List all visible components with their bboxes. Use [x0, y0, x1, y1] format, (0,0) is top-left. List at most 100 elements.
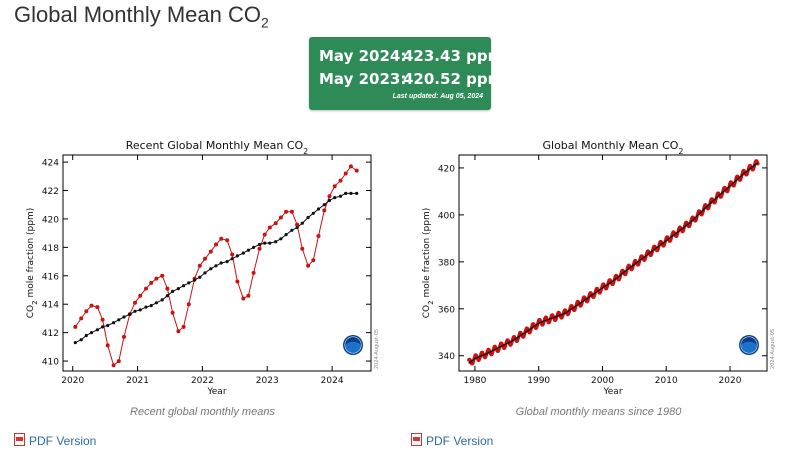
caption-longterm: Global monthly means since 1980: [515, 406, 682, 418]
monthly-mean-point: [149, 280, 154, 285]
x-tick-label: 2020: [719, 376, 742, 386]
y-tick-label: 416: [42, 272, 59, 282]
y-tick-label: 380: [438, 258, 455, 268]
monthly-mean-point: [95, 305, 100, 310]
pdf-link-recent[interactable]: PDF Version: [14, 433, 96, 448]
monthly-mean-point: [122, 334, 126, 339]
plot-area: [467, 159, 760, 366]
trend-point: [165, 294, 169, 298]
monthly-mean-point: [73, 324, 78, 329]
x-tick-label: 2021: [126, 376, 149, 386]
trend-point: [349, 191, 353, 195]
trend-point: [122, 315, 126, 319]
noaa-logo-top: [741, 337, 757, 345]
trend-point: [295, 225, 299, 230]
x-axis-label: Year: [206, 387, 226, 397]
stat-value-current: 423.43 ppm: [403, 47, 504, 65]
y-tick-label: 418: [42, 244, 59, 254]
x-tick-label: 2022: [191, 376, 214, 386]
monthly-mean-point: [105, 343, 110, 348]
trend-point: [252, 245, 256, 249]
chart-title-subscript: 2: [678, 147, 683, 156]
x-tick-label: 2020: [61, 376, 84, 386]
y-tick-label: 360: [438, 305, 455, 315]
monthly-mean-point: [230, 252, 235, 257]
trend-point: [79, 338, 83, 342]
monthly-mean-point: [332, 184, 337, 189]
monthly-mean-point: [262, 232, 267, 237]
pdf-link-label: PDF Version: [29, 434, 97, 448]
trend-point: [322, 203, 326, 207]
monthly-mean-point: [322, 208, 327, 213]
trend-point: [138, 308, 142, 312]
trend-point: [225, 260, 229, 264]
date-watermark: 2024-August-05: [770, 329, 776, 369]
trend-point: [214, 264, 218, 268]
monthly-mean-point: [176, 329, 181, 334]
plot-frame: [458, 154, 768, 372]
monthly-mean-point: [267, 225, 272, 230]
trend-point: [327, 198, 332, 203]
trend-point: [187, 281, 191, 285]
chart-title: Recent Global Monthly Mean CO2: [126, 139, 309, 156]
x-axis-label: Year: [602, 387, 622, 397]
monthly-mean-point: [89, 303, 94, 308]
monthly-mean-point: [246, 293, 251, 298]
trend-point: [176, 287, 180, 291]
x-tick-label: 2024: [321, 376, 344, 386]
trend-point: [235, 254, 239, 258]
trend-point: [198, 275, 202, 279]
noaa-logo-wave: [741, 342, 757, 353]
monthly-mean-point: [203, 256, 207, 261]
recent-co2-chart-svg: Recent Global Monthly Mean CO2 410 412 414 4…: [26, 139, 380, 397]
trend-point: [106, 323, 110, 328]
pdf-link-longterm[interactable]: PDF Version: [411, 433, 493, 448]
monthly-mean-point: [84, 309, 89, 314]
y-tick-label: 424: [42, 159, 59, 169]
monthly-mean-point: [251, 270, 256, 275]
trend-point: [128, 312, 132, 316]
trend-point: [117, 318, 121, 322]
trend-point: [171, 289, 175, 293]
y-axis-label: CO2 mole fraction (ppm): [422, 208, 435, 319]
trend-point: [263, 241, 267, 245]
monthly-mean-point: [208, 249, 213, 254]
monthly-mean-point: [289, 209, 294, 214]
trend-point: [193, 278, 197, 282]
page-title-subscript: 2: [261, 14, 269, 31]
trend-point: [154, 301, 158, 305]
y-tick-label: 420: [42, 215, 59, 225]
noaa-logo-icon: [343, 335, 363, 355]
monthly-mean-point: [181, 324, 186, 329]
monthly-mean-point: [133, 300, 137, 305]
monthly-mean-point: [311, 258, 316, 263]
y-tick-label: 410: [42, 358, 59, 368]
monthly-mean-point: [235, 279, 240, 284]
stat-label-previous: May 2023:: [319, 70, 407, 88]
monthly-mean-point: [100, 317, 105, 322]
y-tick-label: 422: [42, 187, 59, 197]
plot-area: [73, 164, 359, 368]
trend-point: [290, 228, 294, 232]
monthly-mean-point: [278, 215, 283, 220]
monthly-mean-point: [116, 359, 121, 364]
plot-frame: [62, 154, 372, 372]
pdf-link-label: PDF Version: [426, 434, 494, 448]
trend-point: [203, 271, 207, 275]
trend-point: [306, 215, 310, 220]
page-title: Global Monthly Mean CO2: [14, 2, 269, 30]
trend-point: [241, 251, 245, 255]
monthly-mean-point: [214, 242, 218, 247]
trend-point: [219, 261, 223, 265]
trend-point: [268, 241, 272, 245]
trend-point: [284, 233, 288, 237]
trend-point: [344, 191, 348, 195]
co2-stats-box: May 2024: 423.43 ppm May 2023: 420.52 pp…: [309, 37, 503, 110]
trend-point: [209, 267, 213, 271]
monthly-mean-point: [284, 209, 289, 214]
trend-point: [112, 321, 116, 325]
monthly-mean-point: [257, 246, 262, 251]
monthly-mean-point: [327, 194, 332, 199]
trend-point: [338, 194, 343, 198]
monthly-mean-point: [160, 273, 165, 278]
